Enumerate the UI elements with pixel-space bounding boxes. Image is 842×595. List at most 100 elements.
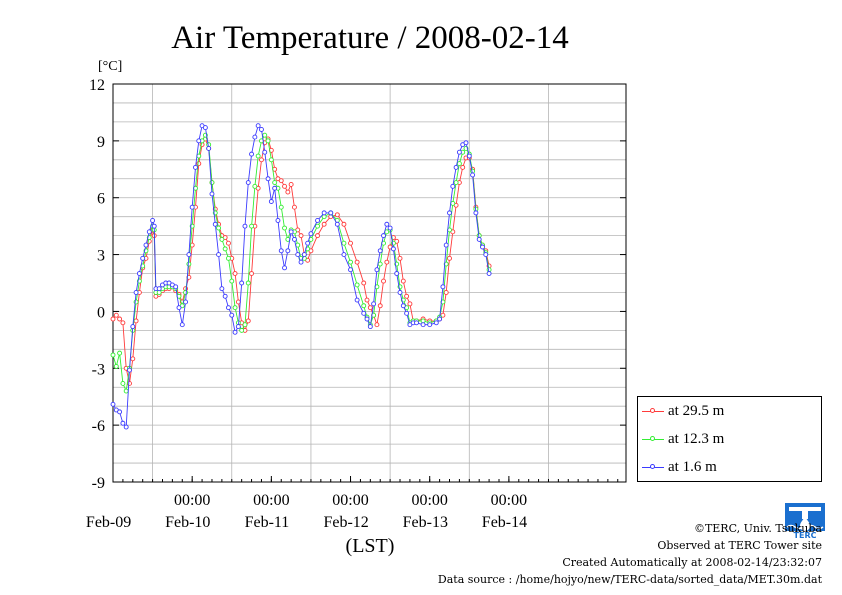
data-point (348, 267, 353, 273)
data-point (212, 221, 218, 227)
data-point (407, 301, 413, 307)
data-point (272, 185, 278, 191)
data-point (249, 271, 255, 276)
data-point (151, 223, 157, 229)
data-point (456, 161, 462, 167)
data-point (219, 236, 225, 242)
data-point (229, 312, 235, 318)
data-point (252, 183, 258, 189)
y-tick-label: -9 (92, 475, 105, 492)
data-point (443, 242, 449, 248)
data-point (427, 322, 433, 328)
data-point (259, 127, 264, 132)
data-point (265, 138, 271, 144)
data-point (150, 218, 156, 223)
data-point (285, 189, 291, 195)
data-point (476, 236, 482, 242)
data-point (127, 367, 132, 373)
data-point (404, 293, 410, 299)
data-point (278, 204, 284, 210)
x-day-label: Feb-09 (86, 514, 131, 531)
data-point (367, 305, 373, 311)
data-point (249, 223, 255, 229)
data-point (397, 290, 403, 295)
data-point (400, 278, 406, 284)
data-point (232, 271, 238, 276)
data-point (275, 218, 281, 223)
data-point (371, 301, 377, 307)
legend-item-1-6m: at 1.6 m (642, 457, 717, 477)
data-point (463, 140, 469, 146)
data-point (315, 223, 320, 229)
data-point (291, 204, 297, 210)
y-tick-label: 6 (97, 191, 105, 208)
data-point (242, 223, 248, 229)
data-point (473, 210, 479, 216)
data-point (156, 286, 162, 292)
x-day-label: Feb-13 (403, 514, 448, 531)
data-point (130, 324, 136, 330)
data-point (341, 252, 347, 258)
data-point (433, 320, 439, 326)
data-point (259, 157, 264, 163)
legend-item-29-5m: at 29.5 m (642, 401, 724, 421)
data-point (321, 210, 327, 216)
svg-text:TERC: TERC (794, 531, 817, 539)
data-point (384, 259, 390, 265)
data-point (354, 297, 360, 303)
data-point (404, 310, 410, 316)
data-point (278, 178, 284, 184)
legend-item-12-3m: at 12.3 m (642, 429, 724, 449)
data-point (364, 316, 370, 322)
data-point (470, 172, 476, 178)
data-point (186, 261, 192, 267)
data-point (209, 191, 215, 197)
data-point (315, 218, 320, 223)
data-point (480, 244, 485, 250)
data-point (127, 380, 132, 386)
plot-frame (112, 83, 627, 483)
data-point (255, 123, 261, 129)
data-point (110, 352, 116, 358)
data-point (381, 233, 386, 239)
data-point (453, 164, 459, 170)
data-point (443, 290, 449, 295)
data-point (226, 305, 231, 311)
data-point (245, 318, 251, 324)
data-point (315, 233, 320, 239)
data-point (321, 221, 327, 227)
data-point (117, 409, 123, 415)
data-point (466, 153, 472, 159)
legend-label: at 29.5 m (668, 402, 725, 419)
y-tick-label: -3 (92, 361, 105, 378)
legend: at 29.5 m at 12.3 m at 1.6 m (637, 396, 822, 482)
chart-title: Air Temperature / 2008-02-14 (171, 20, 569, 56)
data-point (120, 320, 126, 326)
observed-text: Observed at TERC Tower site (657, 539, 822, 552)
data-point (450, 183, 456, 189)
data-point (176, 305, 182, 311)
data-point (226, 240, 231, 246)
data-point (232, 305, 238, 311)
data-point (483, 252, 489, 258)
data-point (222, 246, 228, 252)
data-point (123, 388, 129, 394)
data-point (113, 312, 119, 318)
legend-swatch-blue (642, 460, 664, 474)
data-point (420, 322, 426, 328)
data-point (262, 149, 268, 155)
data-point (348, 259, 353, 265)
data-point (133, 290, 139, 295)
terc-logo-icon: TERC (785, 503, 825, 539)
data-point (143, 242, 149, 248)
data-point (196, 161, 202, 167)
data-point (377, 303, 383, 309)
data-point (239, 280, 245, 286)
data-point (282, 265, 287, 271)
y-tick-label: 3 (97, 248, 105, 265)
data-point (361, 310, 367, 316)
data-point (216, 252, 222, 258)
data-point (183, 299, 189, 305)
data-point (140, 255, 146, 261)
data-point (278, 248, 284, 254)
